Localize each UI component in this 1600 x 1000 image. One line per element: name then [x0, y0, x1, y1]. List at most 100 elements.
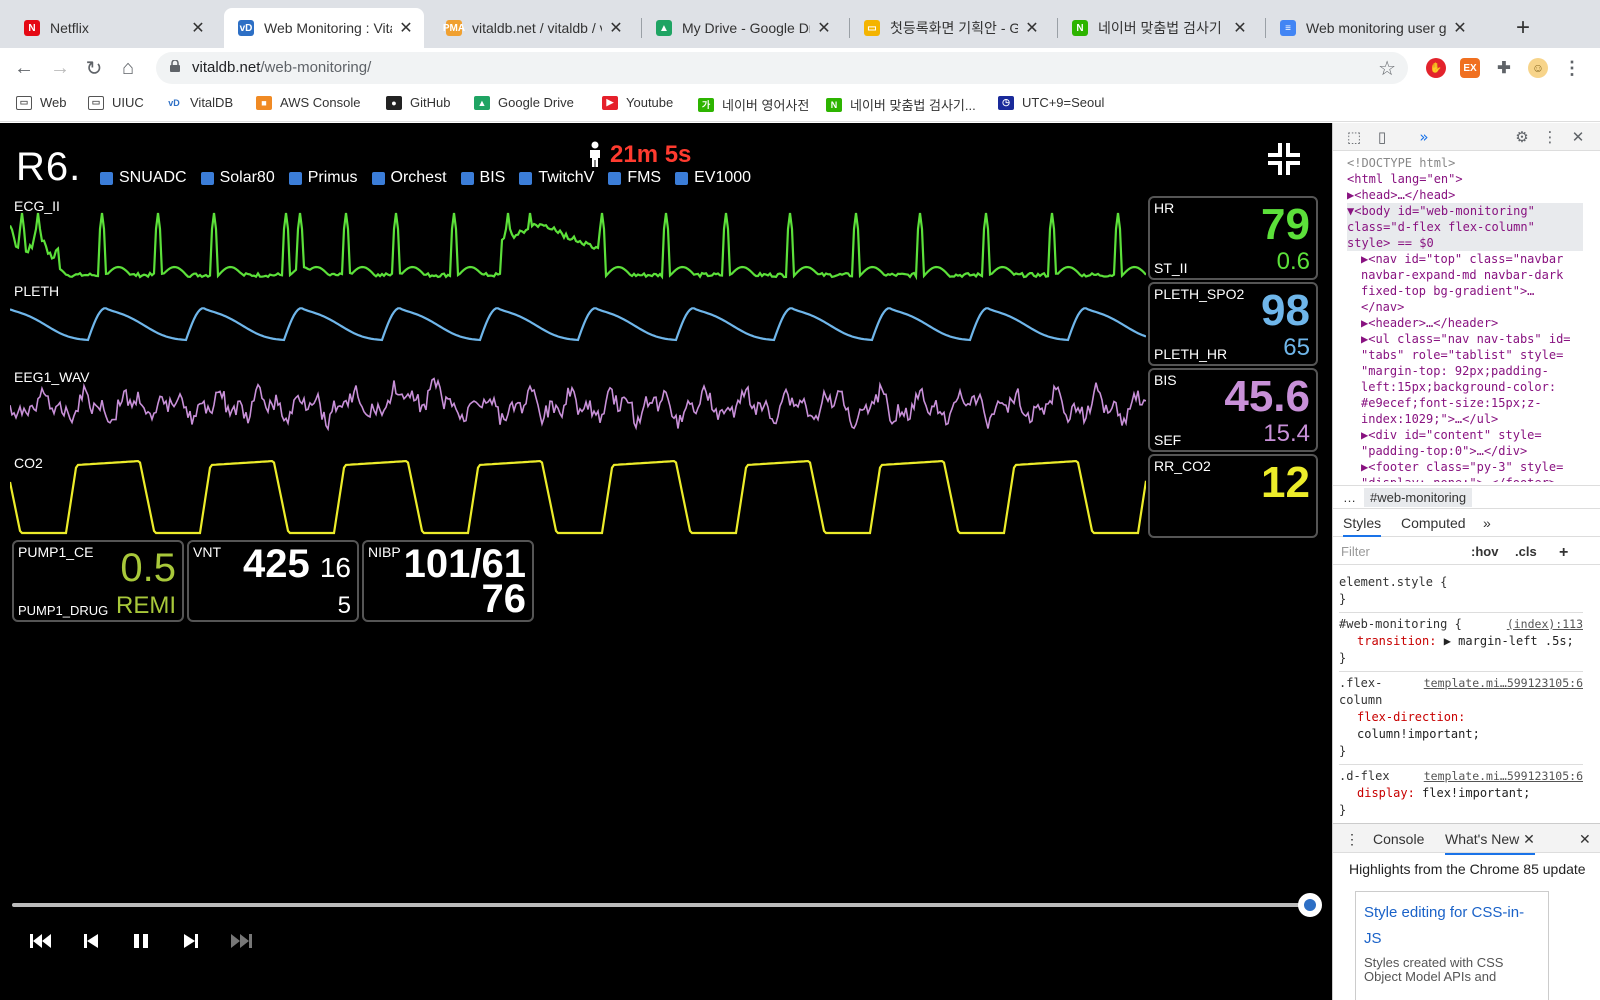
tab-styles[interactable]: Styles	[1343, 515, 1382, 537]
close-tab-icon[interactable]: ✕	[609, 20, 623, 37]
dom-node-line[interactable]: <!DOCTYPE html>	[1347, 156, 1456, 170]
css-rule[interactable]: template.mi…599123105:6 .flex-column flex-…	[1339, 672, 1583, 765]
css-rule[interactable]: template.mi…599123105:6 .d-flex display: f…	[1339, 765, 1583, 817]
checkbox-icon[interactable]	[371, 171, 385, 185]
home-icon[interactable]: ⌂	[121, 56, 135, 79]
whats-new-card[interactable]: Style editing for CSS-in-JS Styles creat…	[1355, 891, 1549, 1000]
add-rule-icon[interactable]: +	[1559, 544, 1569, 561]
bookmark-item[interactable]: vD VitalDB	[166, 95, 233, 110]
device-checkbox[interactable]: BIS	[460, 169, 505, 187]
more-tabs-icon[interactable]: »	[1483, 515, 1491, 531]
dom-node-line[interactable]: "display: none;">…</footer>	[1347, 475, 1583, 482]
inspect-element-icon[interactable]: ⬚	[1346, 128, 1362, 146]
css-rule[interactable]: element.style {}	[1339, 571, 1583, 613]
dom-node-line[interactable]: class="d-flex flex-column"	[1347, 219, 1583, 235]
close-tab-icon[interactable]: ✕	[399, 20, 413, 37]
settings-gear-icon[interactable]: ⚙	[1515, 128, 1529, 146]
pause-icon[interactable]	[126, 930, 156, 952]
close-devtools-icon[interactable]: ✕	[1571, 128, 1585, 146]
dom-node-line[interactable]: left:15px;background-color:	[1361, 380, 1557, 394]
css-value[interactable]: column!important;	[1357, 727, 1480, 741]
tab-computed[interactable]: Computed	[1401, 515, 1466, 531]
address-bar[interactable]: vitaldb.net/web-monitoring/ ☆	[156, 52, 1408, 84]
css-rule[interactable]: (index):113 #web-monitoring {transition: …	[1339, 613, 1583, 672]
close-tab-icon[interactable]: ✕	[817, 20, 831, 37]
profile-avatar[interactable]: ☺	[1528, 58, 1548, 78]
pump-box[interactable]: PUMP1_CE 0.5 PUMP1_DRUG REMI	[12, 540, 184, 622]
bookmark-item[interactable]: ◷ UTC+9=Seoul	[998, 95, 1104, 110]
dom-breadcrumb[interactable]: … #web-monitoring	[1333, 485, 1600, 509]
skip-to-start-icon[interactable]	[26, 930, 56, 952]
ventilator-box[interactable]: VNT 425 16 5	[187, 540, 359, 622]
checkbox-icon[interactable]	[608, 171, 622, 185]
dom-tree[interactable]: <!DOCTYPE html> <html lang="en"> ▶<head>…<…	[1333, 152, 1587, 482]
bookmark-item[interactable]: ▲ Google Drive	[474, 95, 574, 110]
dom-node-line[interactable]: "padding-top:0">…</div>	[1361, 444, 1528, 458]
device-toolbar-icon[interactable]: ▯	[1377, 128, 1387, 146]
hov-toggle[interactable]: :hov	[1471, 544, 1499, 559]
device-checkbox[interactable]: Solar80	[200, 169, 275, 187]
step-back-icon[interactable]	[76, 930, 106, 952]
bookmark-item[interactable]: ▭ Web	[16, 95, 67, 110]
browser-tab[interactable]: ≡ Web monitoring user g ✕	[1266, 8, 1478, 48]
rule-source-link[interactable]: template.mi…599123105:6	[1423, 676, 1583, 690]
bookmark-item[interactable]: ▭ UIUC	[88, 95, 144, 110]
rule-source-link[interactable]: (index):113	[1506, 617, 1583, 631]
filter-input[interactable]: Filter	[1341, 544, 1370, 559]
nibp-box[interactable]: NIBP 101/61 76	[362, 540, 534, 622]
checkbox-icon[interactable]	[200, 171, 214, 185]
browser-tab[interactable]: vD Web Monitoring : Vital ✕	[224, 8, 424, 48]
bookmark-item[interactable]: ▶ Youtube	[602, 95, 673, 110]
dom-node-line[interactable]: ▶<head>…</head>	[1347, 188, 1456, 202]
bookmark-item[interactable]: ● GitHub	[386, 95, 450, 110]
breadcrumb-item[interactable]: #web-monitoring	[1364, 488, 1473, 507]
device-checkbox[interactable]: SNUADC	[100, 169, 187, 187]
dom-node-line[interactable]: "tabs" role="tablist" style=	[1361, 348, 1564, 362]
adblock-extension-icon[interactable]: ✋	[1426, 58, 1446, 78]
dom-node-line[interactable]: style> == $0	[1347, 235, 1583, 251]
devtools-menu-icon[interactable]: ⋮	[1542, 128, 1558, 146]
dom-node-line[interactable]: <html lang="en">	[1347, 172, 1463, 186]
checkbox-icon[interactable]	[675, 171, 689, 185]
browser-tab[interactable]: ▲ My Drive - Google Driv ✕	[642, 8, 842, 48]
skip-to-end-icon[interactable]	[226, 930, 256, 952]
css-property[interactable]: display:	[1357, 786, 1415, 800]
bookmark-item[interactable]: N 네이버 맞춤법 검사기...	[826, 95, 976, 114]
dom-node-line[interactable]: "margin-top: 92px;padding-	[1361, 364, 1549, 378]
dom-node-line[interactable]: ▶<ul class="nav nav-tabs" id=	[1361, 332, 1571, 346]
close-tab-icon[interactable]: ✕	[191, 20, 205, 37]
card-title[interactable]: Style editing for CSS-in-JS	[1364, 904, 1525, 947]
exit-fullscreen-icon[interactable]	[1266, 141, 1302, 177]
checkbox-icon[interactable]	[288, 171, 302, 185]
rule-selector[interactable]: element.style {	[1339, 575, 1448, 589]
dom-node-line[interactable]: ▶<footer class="py-3" style=	[1361, 460, 1564, 474]
back-icon[interactable]: ←	[14, 56, 34, 79]
ex-extension-icon[interactable]: EX	[1460, 58, 1480, 78]
cls-toggle[interactable]: .cls	[1515, 544, 1537, 559]
checkbox-icon[interactable]	[460, 171, 474, 185]
puzzle-extensions-icon[interactable]: ✚	[1497, 60, 1511, 77]
dom-node-line[interactable]: ▼<body id="web-monitoring"	[1347, 203, 1583, 219]
reload-icon[interactable]: ↻	[85, 57, 103, 80]
tab-console[interactable]: Console	[1373, 831, 1425, 847]
dom-node-line[interactable]: </nav>	[1361, 300, 1405, 314]
drawer-menu-icon[interactable]: ⋮	[1345, 831, 1359, 847]
rule-source-link[interactable]: template.mi…599123105:6	[1423, 769, 1583, 783]
device-checkbox[interactable]: TwitchV	[519, 169, 594, 187]
chrome-menu-icon[interactable]: ⋮	[1563, 57, 1581, 78]
dom-node-line[interactable]: fixed-top bg-gradient">…	[1361, 284, 1535, 298]
dom-node-line[interactable]: #e9ecef;font-size:15px;z-	[1361, 396, 1542, 410]
device-checkbox[interactable]: Orchest	[371, 169, 447, 187]
browser-tab[interactable]: ▭ 첫등록화면 기획안 - Goog ✕	[850, 8, 1050, 48]
dom-node-line[interactable]: ▶<div id="content" style=	[1361, 428, 1542, 442]
bookmark-star-icon[interactable]: ☆	[1378, 58, 1396, 80]
dom-node-line[interactable]: index:1029;">…</ul>	[1361, 412, 1499, 426]
dom-node-line[interactable]: ▶<header>…</header>	[1361, 316, 1499, 330]
checkbox-icon[interactable]	[100, 171, 113, 185]
close-tab-icon[interactable]: ✕	[1453, 20, 1467, 37]
vital-box-spo2[interactable]: PLETH_SPO2 98 PLETH_HR 65	[1148, 282, 1318, 366]
bookmark-item[interactable]: ■ AWS Console	[256, 95, 360, 110]
device-checkbox[interactable]: EV1000	[675, 169, 751, 187]
vital-box-bis[interactable]: BIS 45.6 SEF 15.4	[1148, 368, 1318, 452]
device-checkbox[interactable]: Primus	[288, 169, 358, 187]
